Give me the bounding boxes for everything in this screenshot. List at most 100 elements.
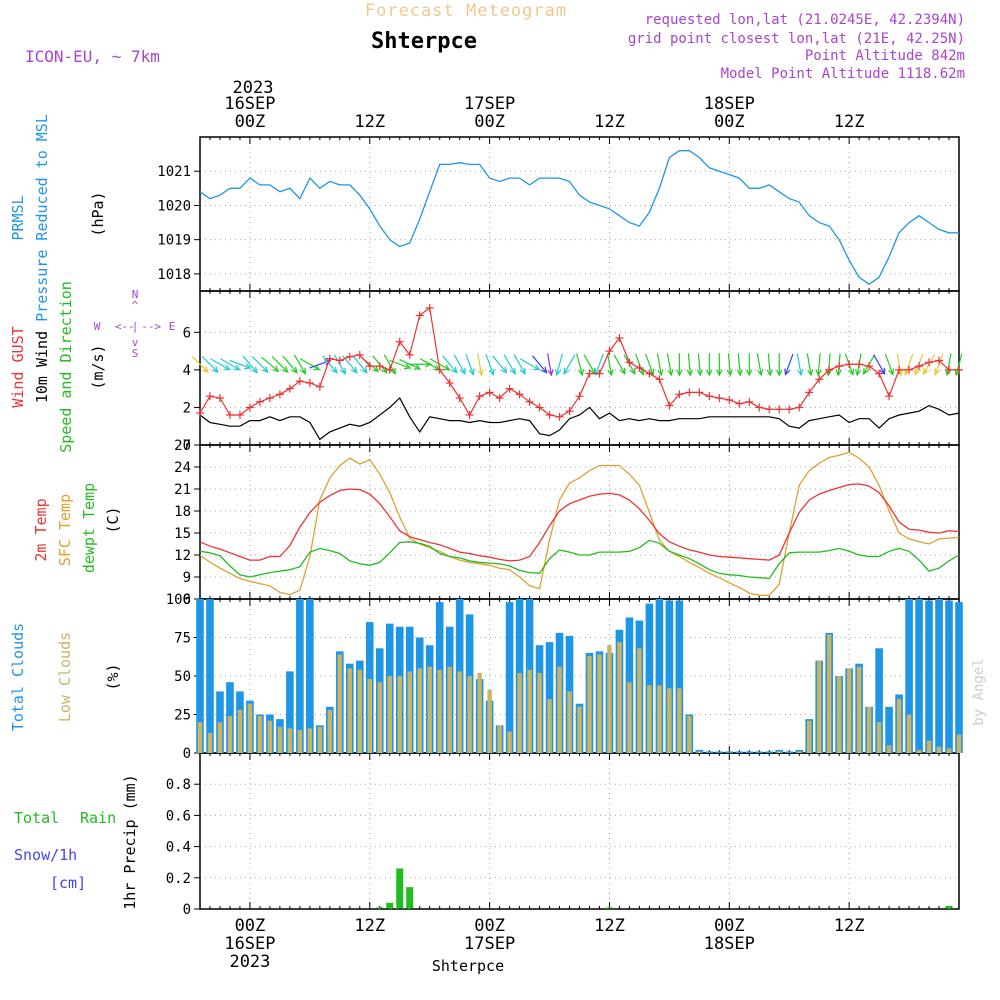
wind-arrow-shaft (492, 355, 508, 374)
low-cloud-bar (197, 722, 203, 753)
gust-marker (885, 392, 894, 401)
gust-marker (375, 362, 384, 371)
credit-watermark: by Angel (971, 658, 987, 725)
pressure-label-1: PRMSL (9, 195, 27, 240)
wind-arrow-shaft (645, 353, 654, 375)
wind-arrow-head (291, 366, 298, 374)
wind-arrow (576, 353, 585, 377)
gust-marker (815, 375, 824, 384)
temp-ytick-label: 6 (183, 592, 191, 608)
compass-rose: N ^ | v S W <-- --> E (94, 288, 176, 360)
gust-marker (625, 358, 634, 367)
wind-arrow-head (313, 364, 321, 371)
pressure-ytick-label: 1019 (157, 233, 191, 249)
gust-marker (225, 410, 234, 419)
wind-arrow-shaft (242, 355, 258, 374)
pressure-ytick-label: 1020 (157, 198, 191, 214)
wind-arrow (547, 353, 554, 377)
wind-arrow-head (211, 366, 219, 373)
gust-marker (935, 356, 944, 365)
wind-arrow-head (629, 367, 636, 375)
wind-arrow (796, 353, 804, 377)
wind-arrow-head (459, 367, 466, 375)
wind-arrow (944, 353, 952, 377)
bottom-time-label: 12Z (594, 916, 625, 936)
wind-arrow (666, 353, 674, 377)
gust-marker (285, 384, 294, 393)
pressure-ytick-label: 1018 (157, 267, 191, 283)
gust-marker (905, 365, 914, 374)
wind-arrow (282, 355, 298, 374)
model-altitude: Model Point Altitude 1118.62m (721, 66, 965, 82)
wind-arrow-head (540, 366, 548, 374)
wind-arrow-shaft (429, 358, 450, 371)
low-cloud-bar (906, 714, 912, 753)
total-cloud-bar (925, 600, 933, 753)
gust-marker (915, 362, 924, 371)
wind-arrow-head (233, 364, 241, 371)
gust-marker (196, 409, 204, 418)
low-cloud-bar (896, 699, 902, 753)
low-cloud-bar (697, 751, 702, 753)
wind-arrow (746, 353, 753, 377)
gust-marker (805, 388, 814, 397)
wind-arrow (766, 353, 773, 377)
compass-vertical-arrow-down: v (132, 336, 139, 349)
wind-arrow-shaft (827, 353, 831, 376)
wind-arrow-shaft (576, 353, 583, 376)
wind-arrow-shaft (666, 353, 672, 376)
total-cloud-bar (645, 603, 654, 753)
gust-marker (865, 362, 874, 371)
precip-total-label: Total (14, 809, 59, 827)
low-cloud-bar (237, 709, 243, 753)
gust-marker (545, 410, 554, 419)
tsfc-line (199, 451, 960, 596)
wind-arrow-head (361, 366, 368, 374)
wind-arrow-shaft (261, 356, 279, 372)
gust-marker (795, 403, 804, 412)
wind-arrow-shaft (282, 355, 298, 374)
low-cloud-bar (327, 709, 333, 753)
wind-arrow (210, 358, 231, 371)
gust-marker (595, 369, 604, 378)
wind-arrow (784, 353, 794, 376)
wind-arrow (696, 353, 703, 377)
bottom-time-label: 12Z (834, 916, 865, 936)
precip-rain-label: Rain (80, 809, 116, 827)
wind-label-1: Wind GUST (9, 326, 27, 407)
gust-marker (515, 390, 524, 399)
wind-arrow-head (686, 369, 694, 377)
gust-marker (575, 392, 584, 401)
wind-arrow-head (372, 365, 380, 373)
gust-marker (355, 350, 364, 359)
wind-arrow-head (519, 367, 526, 375)
wind-arrow-head (251, 366, 258, 374)
precip-ytick-label: 0.8 (166, 777, 191, 793)
wind-arrow-head (776, 369, 783, 377)
precip-snow-label: Snow/1h (14, 846, 77, 864)
clouds-unit: (%) (104, 663, 122, 690)
wind-arrow-head (766, 369, 773, 377)
location-title: Shterpce (371, 29, 477, 54)
gust-marker (275, 390, 284, 399)
wind-arrow-shaft (737, 353, 741, 376)
wind-arrow-head (404, 363, 412, 370)
gust-marker (705, 392, 714, 401)
low-cloud-bar (257, 716, 263, 753)
gust-marker (245, 403, 254, 412)
precip-cm-label: [cm] (50, 874, 86, 892)
total-cloud-bar (745, 751, 754, 753)
compass-w: W (94, 320, 101, 333)
wind-arrow-head (554, 368, 562, 377)
low-cloud-bar (297, 729, 303, 753)
wind-arrow (477, 353, 484, 377)
low-cloud-bar (317, 726, 323, 753)
wind-arrow (776, 353, 783, 377)
temp-ytick-label: 24 (174, 460, 191, 476)
wind-arrow-shaft (453, 354, 466, 375)
panel-frames: 1018101910201021024669121518212427025507… (157, 136, 960, 918)
wind-arrow-head (904, 368, 911, 376)
total-cloud-bar (286, 671, 294, 753)
top-time-label: 00Z (714, 112, 745, 132)
gust-marker (415, 311, 424, 320)
